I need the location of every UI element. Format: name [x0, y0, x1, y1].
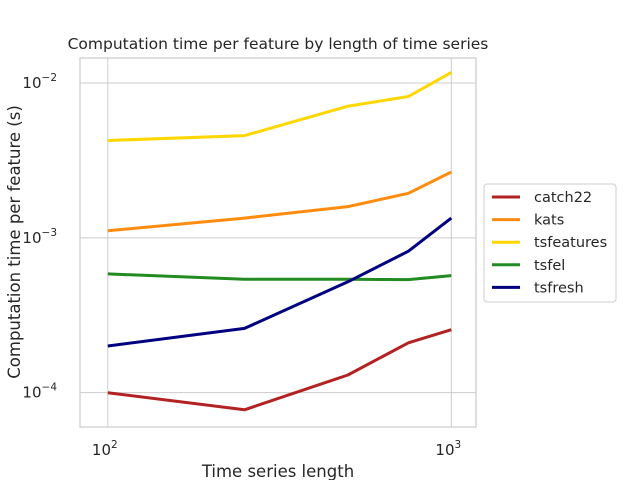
series-line-tsfel [107, 272, 452, 282]
series-line-tsfeatures [107, 71, 453, 142]
legend-label: kats [534, 213, 564, 229]
legend-item-tsfeatures: tsfeatures [492, 235, 607, 251]
y-axis-label: Computation time per feature (s) [5, 105, 24, 379]
legend-item-tsfel: tsfel [492, 258, 565, 274]
y-tick-label: 10−2 [22, 72, 57, 92]
series-lines [107, 71, 453, 412]
legend-item-catch22: catch22 [492, 190, 592, 206]
y-tick-label: 10−3 [22, 227, 57, 247]
x-tick-label: 102 [92, 439, 118, 459]
y-tick-labels: 10−4 10−3 10−2 [22, 72, 57, 402]
legend-box [483, 183, 617, 303]
x-tick-label: 103 [435, 439, 461, 459]
legend-label: tsfresh [534, 280, 584, 296]
plot-frame [79, 57, 477, 428]
legend-item-kats: kats [492, 213, 564, 229]
series-line-tsfresh [107, 216, 453, 348]
x-axis-label: Time series length [201, 462, 354, 480]
y-tick-label: 10−4 [22, 382, 57, 402]
legend: catch22 kats tsfeatures tsfel tsfresh [483, 183, 617, 303]
legend-label: tsfeatures [534, 235, 607, 251]
chart-title: Computation time per feature by length o… [68, 35, 489, 53]
grid [80, 58, 476, 427]
series-line-catch22 [107, 328, 452, 412]
legend-label: tsfel [534, 258, 565, 274]
x-tick-labels: 102 103 [92, 439, 461, 459]
legend-label: catch22 [534, 190, 592, 206]
series-line-kats [107, 170, 452, 233]
legend-item-tsfresh: tsfresh [492, 280, 584, 296]
